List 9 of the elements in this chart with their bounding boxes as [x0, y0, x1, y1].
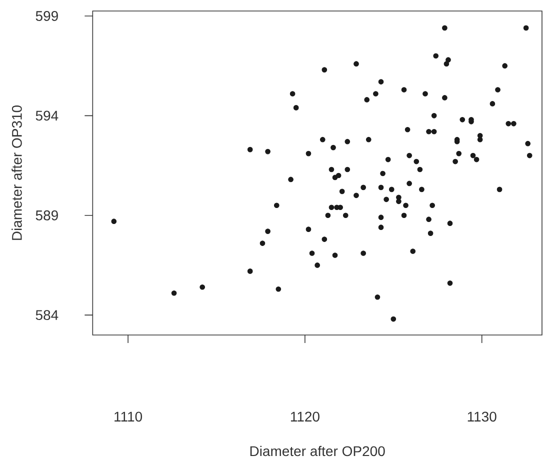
y-tick-label: 599 — [36, 11, 58, 22]
x-axis-title: Diameter after OP200 — [250, 446, 385, 456]
y-axis-title: Diameter after OP310 — [12, 106, 22, 240]
y-tick-label: 589 — [36, 210, 58, 221]
y-tick-label: 594 — [36, 110, 58, 121]
x-tick-label: 1120 — [290, 412, 320, 422]
x-tick-label: 1130 — [468, 412, 496, 422]
x-tick-label: 1110 — [114, 412, 142, 422]
y-tick-label: 584 — [36, 310, 58, 320]
